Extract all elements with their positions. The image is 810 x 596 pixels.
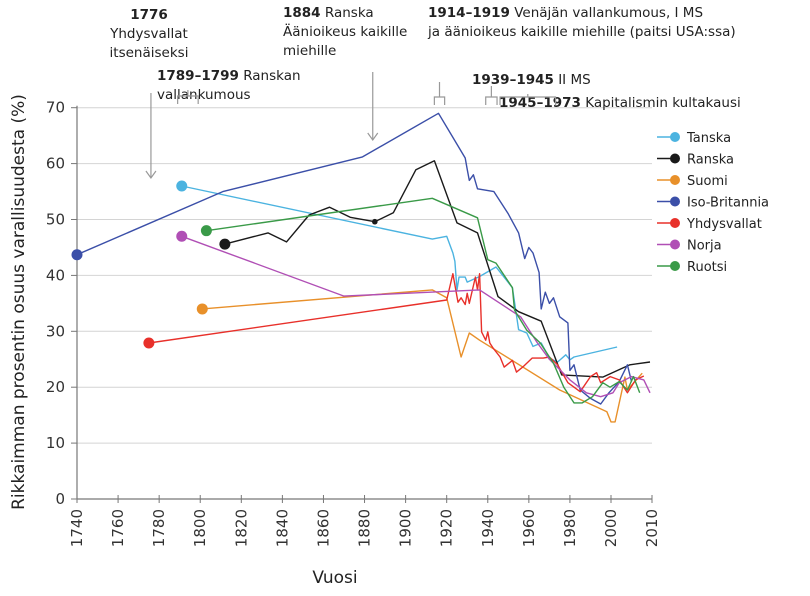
annotation-date: 1776: [130, 7, 168, 23]
y-tick-label: 50: [46, 211, 65, 229]
annotation-text: 1789–1799 Ranskan: [157, 68, 301, 84]
x-axis-label: Vuosi: [312, 568, 357, 588]
annotation-label: Yhdysvallat: [109, 26, 188, 42]
y-tick-label: 70: [46, 99, 65, 117]
legend-label: Tanska: [686, 131, 731, 146]
annotation-label: vallankumous: [157, 87, 251, 103]
legend-swatch-marker: [670, 132, 680, 142]
annotation-bracket: [433, 82, 446, 105]
annotation-label: miehille: [283, 43, 336, 59]
x-tick-label: 1740: [68, 509, 86, 547]
series-line-norja: [181, 235, 651, 398]
x-tick-label: 1840: [273, 509, 291, 547]
annotation-text: 1945–1973 Kapitalismin kultakausi: [499, 95, 741, 111]
annotation-text: Yhdysvallat: [109, 26, 188, 42]
annotation-label: Äänioikeus kaikille: [283, 22, 407, 40]
x-tick-label: 1880: [356, 509, 374, 547]
series-start-marker: [143, 337, 155, 349]
annotation-text: 1914–1919 Venäjän vallankumous, I MS: [428, 5, 703, 21]
series-point-marker: [372, 218, 378, 225]
x-tick-label: 1900: [397, 509, 415, 547]
series-start-marker: [71, 249, 83, 261]
legend-label: Yhdysvallat: [686, 217, 762, 232]
legend-label: Norja: [687, 239, 722, 254]
legend-swatch-marker: [670, 175, 680, 185]
series-start-marker: [176, 180, 188, 192]
annotations: 1776 Yhdysvallat itsenäiseksi 1789–1799 Ran…: [109, 5, 741, 180]
y-tick-label: 60: [46, 155, 65, 173]
series-start-marker: [196, 303, 208, 315]
legend-label: Iso-Britannia: [687, 196, 769, 211]
x-tick-label: 1800: [191, 509, 209, 547]
series-start-marker: [219, 238, 231, 250]
legend-label: Ranska: [687, 153, 734, 168]
annotation-bracket: [177, 90, 199, 104]
annotation-text: ja äänioikeus kaikille miehille (paitsi …: [427, 24, 736, 40]
annotation-text: miehille: [283, 43, 336, 59]
series-line-ruotsi: [206, 197, 641, 404]
x-tick-label: 1980: [561, 509, 579, 547]
series-line-yhdysvallat: [148, 273, 645, 394]
legend-swatch-marker: [670, 196, 680, 207]
annotation-label: itsenäiseksi: [110, 45, 189, 61]
series-lines: [71, 112, 651, 423]
annotation-text: vallankumous: [157, 87, 251, 103]
y-axis-label: Rikkaimman prosentin osuus varallisuudes…: [9, 94, 29, 510]
annotation-arrowhead: [145, 170, 157, 180]
y-tick-label: 30: [46, 322, 65, 340]
x-tick-label: 1920: [438, 509, 456, 547]
y-tick-label: 10: [46, 434, 65, 452]
series-line-ranska: [224, 160, 651, 378]
series-line-tanska: [181, 185, 618, 363]
x-tick-label: 1960: [520, 509, 538, 547]
annotation-label: II MS: [554, 72, 591, 88]
y-tick-label: 0: [55, 490, 65, 508]
annotation-date: 1945–1973: [499, 95, 581, 111]
annotation-arrowhead: [367, 132, 379, 142]
annotation-label: Kapitalismin kultakausi: [581, 95, 741, 111]
x-tick-label: 1940: [479, 509, 497, 547]
annotation-date: 1914–1919: [428, 5, 510, 21]
series-line-iso-britannia: [76, 112, 633, 405]
legend-label: Ruotsi: [687, 260, 727, 275]
annotation-date: 1939–1945: [472, 72, 554, 88]
annotation-bracket: [485, 86, 498, 105]
x-tick-label: 1780: [150, 509, 168, 547]
x-tick-label: 1760: [109, 509, 127, 547]
annotation-date: 1789–1799: [157, 68, 239, 84]
annotation-text: 1776: [130, 7, 168, 23]
series-start-marker: [200, 225, 212, 237]
series-start-marker: [176, 230, 188, 242]
x-tick-label: 1860: [314, 509, 332, 547]
legend-swatch-marker: [670, 261, 680, 271]
x-tick-label: 2000: [602, 509, 620, 547]
x-tick-label: 1820: [232, 509, 250, 547]
annotation-text: itsenäiseksi: [110, 45, 189, 61]
y-tick-label: 40: [46, 266, 65, 284]
y-tick-label: 20: [46, 378, 65, 396]
legend-swatch-marker: [670, 239, 680, 250]
annotation-label: Venäjän vallankumous, I MS: [510, 5, 703, 21]
annotation-date: 1884: [283, 5, 321, 21]
annotation-text: 1884 Ranska: [283, 5, 374, 21]
annotation-text: 1939–1945 II MS: [472, 72, 591, 88]
annotation-label: ja äänioikeus kaikille miehille (paitsi …: [427, 24, 736, 40]
annotation-bracket: [499, 94, 557, 105]
x-tick-label: 2010: [643, 509, 661, 547]
legend-swatch-marker: [670, 218, 680, 228]
legend-swatch-marker: [670, 153, 680, 164]
annotation-label: Ranska: [321, 5, 374, 21]
annotation-label: Ranskan: [239, 68, 301, 84]
legend-label: Suomi: [687, 174, 728, 189]
annotation-text: Äänioikeus kaikille: [283, 22, 407, 40]
axes: 0 10 20 30 40 50 60 70 1740 1760 1780 1800 1820 1840 1…: [46, 99, 661, 547]
legend: Tanska Ranska Suomi Iso-Britannia Yhdysvalla…: [657, 131, 769, 275]
